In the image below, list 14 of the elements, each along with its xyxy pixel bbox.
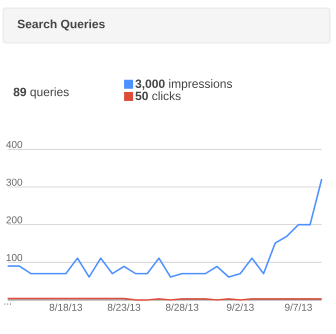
x-tick-label: 8/18/13 — [50, 304, 82, 311]
text: 89 queries — [14, 87, 69, 99]
x-tick-label: 9/2/13 — [226, 304, 254, 311]
legend-label: 3,000 impressions — [135, 79, 232, 90]
y-tick-label: 100 — [6, 254, 22, 262]
y-tick-label: 200 — [6, 216, 22, 224]
x-tick-label: 9/7/13 — [285, 304, 312, 311]
x-tick-label: 8/28/13 — [166, 304, 198, 311]
y-tick-label: 300 — [6, 178, 22, 186]
chart-title: Search Queries — [18, 19, 105, 31]
legend-label: 50 clicks — [135, 91, 181, 100]
x-tick-label: ... — [4, 304, 11, 305]
y-tick-label: 400 — [6, 141, 22, 148]
x-tick-label: 8/23/13 — [108, 304, 140, 311]
